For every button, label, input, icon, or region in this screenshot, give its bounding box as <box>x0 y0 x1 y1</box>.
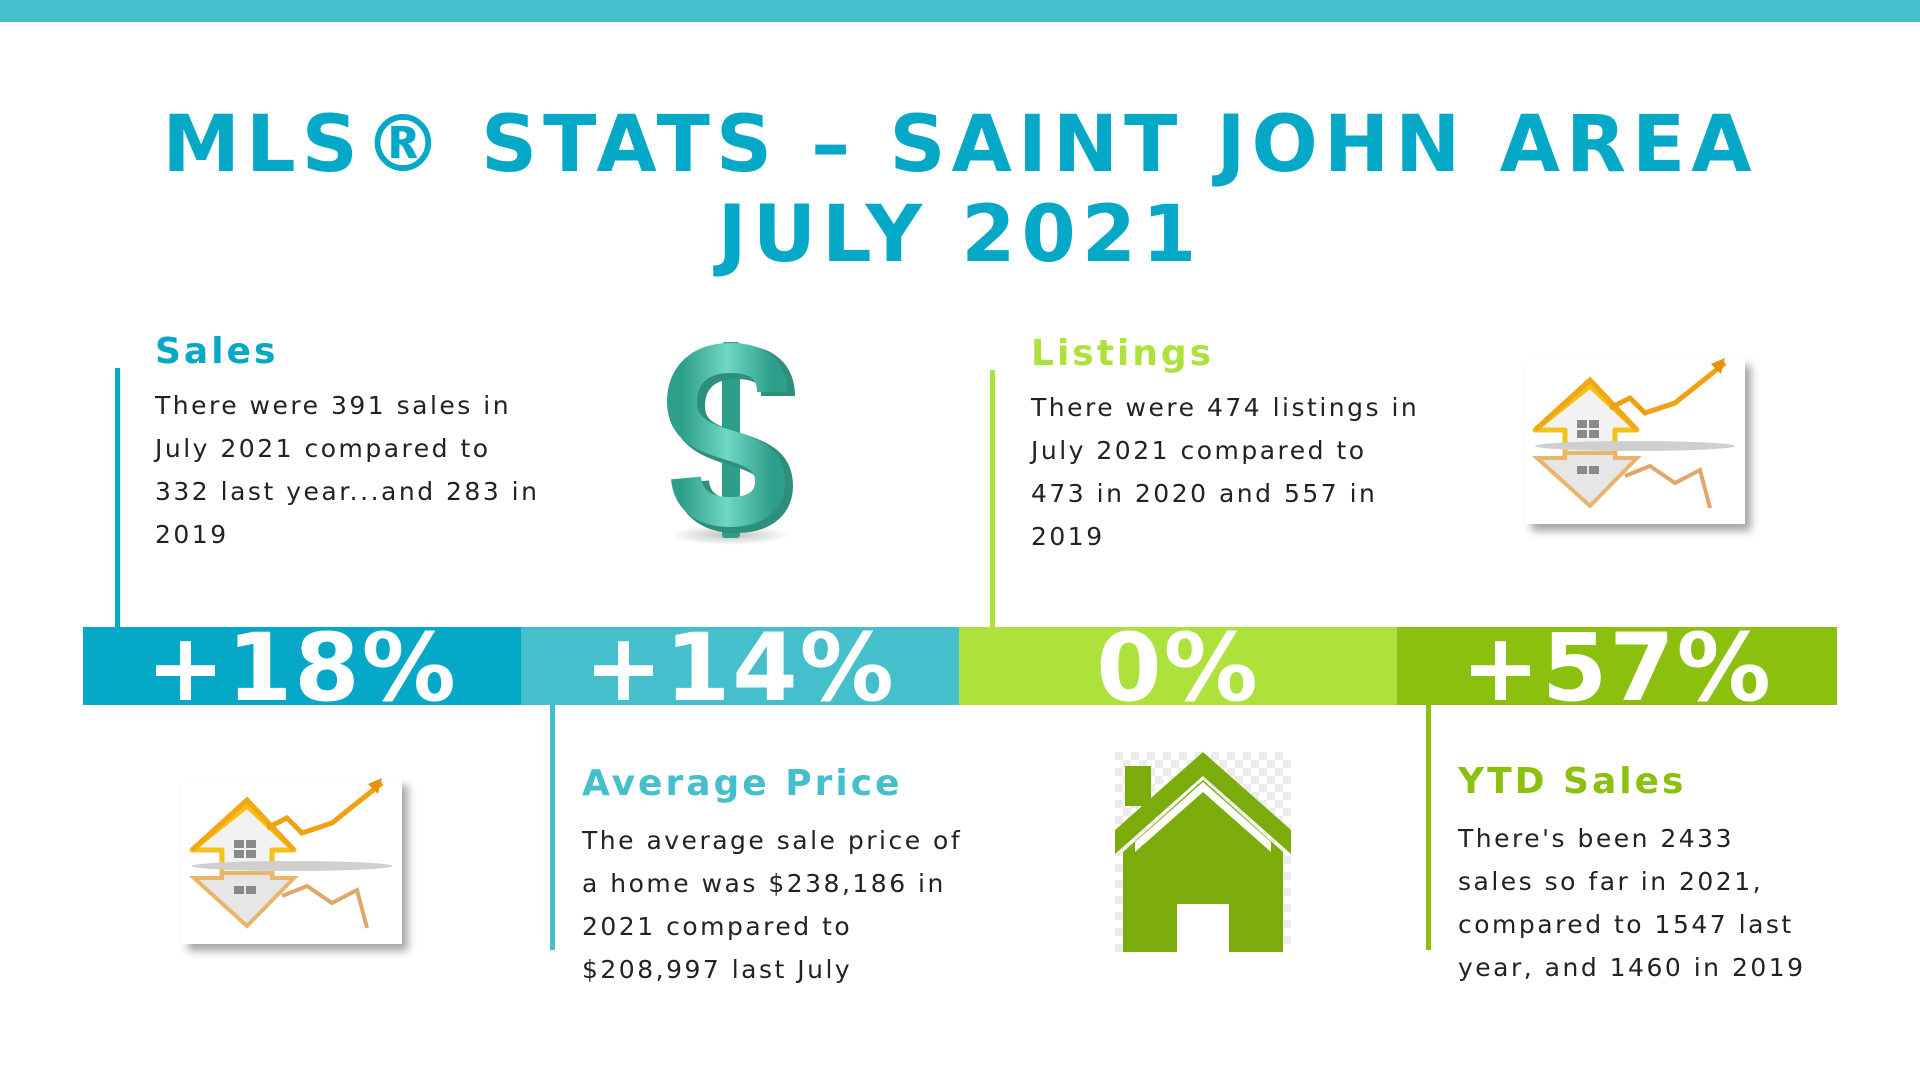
ytd-sales-line: compared to 1547 last <box>1458 910 1794 939</box>
ytd-sales-connector-line <box>1426 705 1431 950</box>
sales-change-band: +18% <box>83 627 521 705</box>
average-price-line: The average sale price of <box>582 826 963 855</box>
price-change-value: +14% <box>584 627 896 705</box>
average-price-line: a home was $238,186 in <box>582 869 946 898</box>
price-change-band: +14% <box>521 627 959 705</box>
sales-change-value: +18% <box>146 627 458 705</box>
sales-connector-line <box>115 368 120 630</box>
sales-description: There were 391 sales in July 2021 compar… <box>155 384 539 556</box>
ytd-sales-description: There's been 2433 sales so far in 2021, … <box>1458 817 1806 989</box>
listings-line: July 2021 compared to <box>1031 436 1367 465</box>
ytd-sales-heading: YTD Sales <box>1458 761 1687 802</box>
ytd-sales-line: sales so far in 2021, <box>1458 867 1764 896</box>
listings-heading: Listings <box>1031 333 1215 374</box>
ytd-sales-line: There's been 2433 <box>1458 824 1734 853</box>
listings-change-band: 0% <box>959 627 1397 705</box>
top-accent-bar <box>0 0 1920 22</box>
average-price-line: $208,997 last July <box>582 955 853 984</box>
listings-line: 2019 <box>1031 522 1105 551</box>
house-growth-chart-icon <box>182 778 402 944</box>
listings-change-value: 0% <box>1096 627 1260 705</box>
listings-connector-line <box>990 370 995 630</box>
page-subtitle-date: JULY 2021 <box>717 190 1203 280</box>
sales-line: July 2021 compared to <box>155 434 491 463</box>
average-price-connector-line <box>550 705 555 950</box>
house-icon <box>1115 752 1291 952</box>
sales-heading: Sales <box>155 331 279 372</box>
average-price-heading: Average Price <box>582 763 903 804</box>
average-price-line: 2021 compared to <box>582 912 853 941</box>
dollar-sign-icon <box>666 342 795 545</box>
ytd-change-value: +57% <box>1461 627 1773 705</box>
sales-line: 2019 <box>155 520 229 549</box>
ytd-sales-line: year, and 1460 in 2019 <box>1458 953 1806 982</box>
sales-line: 332 last year...and 283 in <box>155 477 540 506</box>
listings-line: 473 in 2020 and 557 in <box>1031 479 1378 508</box>
listings-line: There were 474 listings in <box>1031 393 1420 422</box>
listings-description: There were 474 listings in July 2021 com… <box>1031 386 1419 558</box>
house-growth-chart-icon <box>1525 358 1745 524</box>
sales-line: There were 391 sales in <box>155 391 512 420</box>
average-price-description: The average sale price of a home was $23… <box>582 819 962 991</box>
page-title: MLS® STATS – SAINT JOHN AREA <box>162 100 1758 190</box>
ytd-change-band: +57% <box>1397 627 1837 705</box>
